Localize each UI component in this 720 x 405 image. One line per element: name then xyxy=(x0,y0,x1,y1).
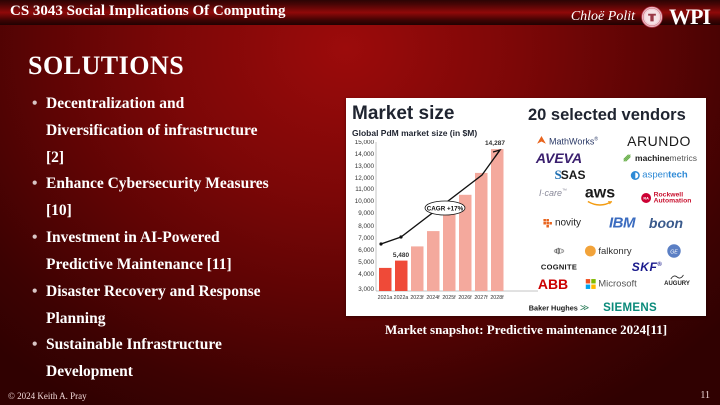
svg-text:14,000: 14,000 xyxy=(355,151,375,158)
svg-text:5,480: 5,480 xyxy=(393,252,410,259)
svg-text:2028f: 2028f xyxy=(490,295,504,301)
svg-text:2025f: 2025f xyxy=(442,295,456,301)
svg-text:15,000: 15,000 xyxy=(355,140,375,146)
svg-text:14,287: 14,287 xyxy=(485,140,505,147)
svg-text:7,000: 7,000 xyxy=(358,235,374,242)
svg-text:11,000: 11,000 xyxy=(355,186,374,193)
svg-text:9,000: 9,000 xyxy=(358,210,374,217)
svg-text:GE: GE xyxy=(670,249,678,255)
svg-text:2023f: 2023f xyxy=(410,295,424,301)
svg-text:2024f: 2024f xyxy=(426,295,440,301)
svg-text:4,000: 4,000 xyxy=(358,271,374,278)
svg-text:3,000: 3,000 xyxy=(358,286,374,293)
svg-text:2022a: 2022a xyxy=(394,295,409,301)
svg-text:6,000: 6,000 xyxy=(358,247,374,254)
svg-text:8,000: 8,000 xyxy=(358,223,374,230)
svg-text:2026f: 2026f xyxy=(458,295,472,301)
svg-text:13,000: 13,000 xyxy=(355,163,375,170)
svg-text:5,000: 5,000 xyxy=(358,259,374,266)
svg-text:2021a: 2021a xyxy=(378,295,393,301)
svg-text:2027f: 2027f xyxy=(474,295,488,301)
svg-text:RA: RA xyxy=(643,197,649,201)
svg-text:12,000: 12,000 xyxy=(355,175,375,182)
svg-text:10,000: 10,000 xyxy=(355,198,375,205)
svg-text:CAGR +17%: CAGR +17% xyxy=(427,205,464,212)
